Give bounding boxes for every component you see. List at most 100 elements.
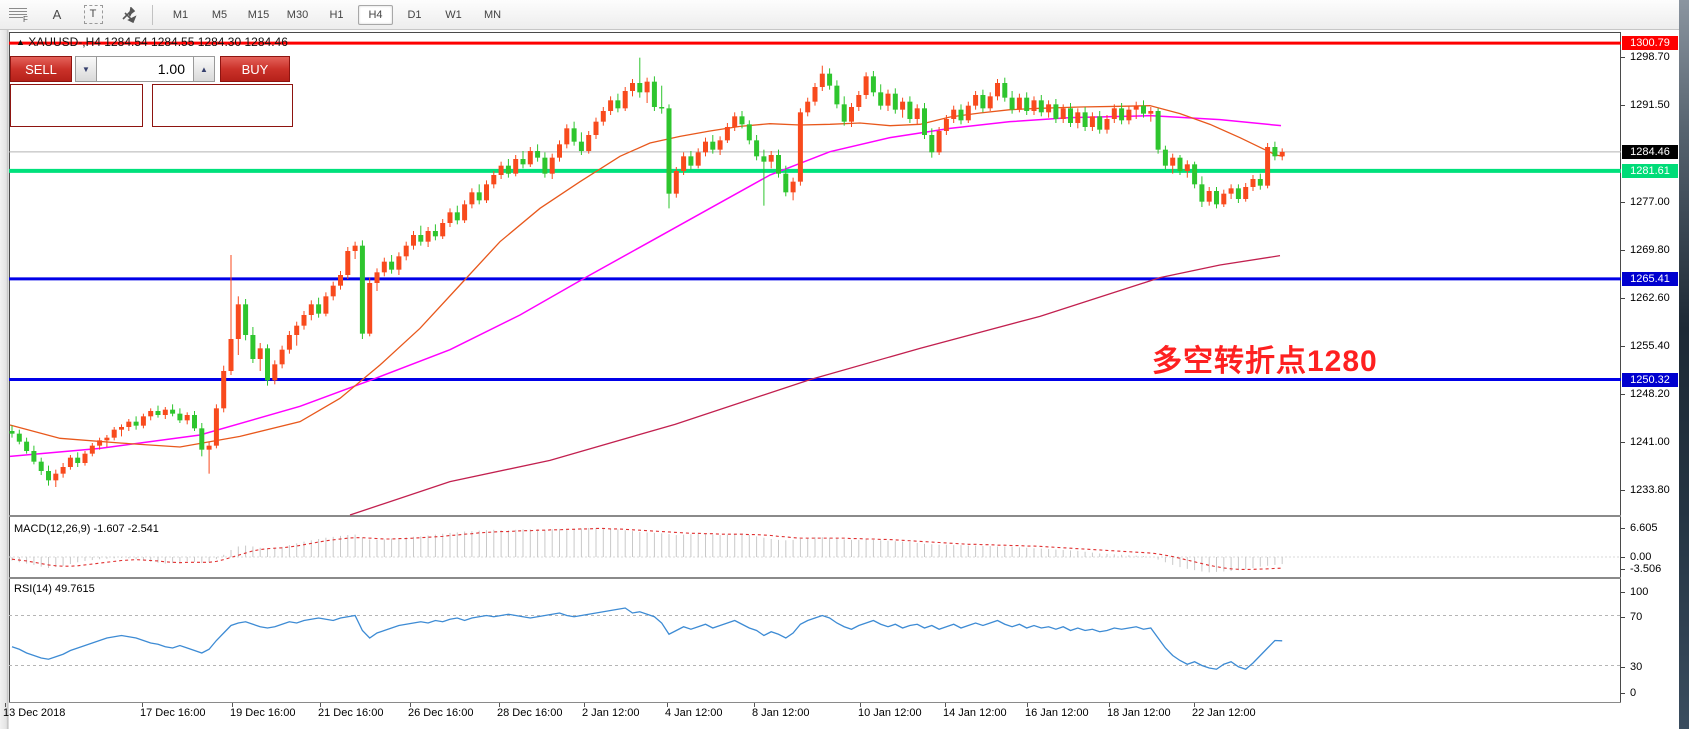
price-tick — [1621, 441, 1625, 443]
timeframe-button-h4[interactable]: H4 — [358, 4, 393, 25]
timeframe-button-m1[interactable]: M1 — [172, 8, 189, 21]
price-tick-label: 1241.00 — [1630, 435, 1670, 448]
price-tick — [1621, 489, 1625, 491]
price-tick — [1621, 105, 1625, 106]
panel-separator-rsi[interactable] — [9, 577, 1621, 579]
svg-text:F: F — [23, 15, 28, 24]
sell-button[interactable]: SELL — [10, 56, 72, 82]
time-tick-label: 18 Jan 12:00 — [1107, 707, 1171, 719]
time-tick-label: 16 Jan 12:00 — [1025, 707, 1089, 719]
timeframe-button-mn[interactable]: MN — [483, 8, 502, 21]
window-left-frame — [0, 30, 9, 729]
buy-button[interactable]: BUY — [220, 56, 290, 82]
time-tick — [1027, 703, 1028, 707]
one-click-trade-panel: SELL ▼ ▲ BUY 1284 45 1284 87 — [10, 56, 294, 127]
timeframe-button-m5[interactable]: M5 — [211, 8, 228, 21]
rsi-scale-tick — [1621, 693, 1625, 694]
cursor-arrows-icon[interactable]: ▾ — [116, 3, 142, 27]
volume-decrement-button[interactable]: ▼ — [75, 56, 97, 82]
time-tick-label: 2 Jan 12:00 — [582, 707, 640, 719]
price-tick-label: 1248.20 — [1630, 387, 1670, 400]
time-tick — [499, 703, 500, 707]
price-badge: 1250.32 — [1622, 372, 1678, 387]
rsi-label: RSI(14) 49.7615 — [14, 583, 95, 595]
time-tick-label: 26 Dec 16:00 — [408, 707, 474, 719]
macd-scale-label: 0.00 — [1630, 551, 1652, 563]
chart-annotation-text: 多空转折点1280 — [1152, 345, 1378, 378]
toolbar-grip-icon[interactable]: F — [6, 3, 32, 27]
price-tick — [1621, 249, 1625, 251]
price-tick — [1621, 345, 1625, 347]
rsi-scale-tick — [1621, 667, 1625, 668]
buy-price-button[interactable]: 1284 87 — [152, 84, 293, 127]
time-tick — [5, 703, 6, 707]
time-tick — [232, 703, 233, 707]
price-tick-label: 1291.50 — [1630, 99, 1670, 111]
timeframe-button-m30[interactable]: M30 — [286, 8, 309, 21]
time-tick-label: 4 Jan 12:00 — [665, 707, 723, 719]
price-tick-label: 1298.70 — [1630, 51, 1670, 63]
time-tick — [860, 703, 861, 707]
time-tick-label: 14 Jan 12:00 — [943, 707, 1007, 719]
macd-scale-tick — [1621, 569, 1625, 570]
macd-scale-tick — [1621, 557, 1625, 558]
ohlc-low: 1284.30 — [197, 35, 242, 49]
sell-price-button[interactable]: 1284 45 — [10, 84, 143, 127]
grip-dots-icon: F — [9, 7, 28, 24]
time-tick — [142, 703, 143, 707]
time-tick — [1194, 703, 1195, 707]
time-tick-label: 21 Dec 16:00 — [318, 707, 384, 719]
time-tick-label: 8 Jan 12:00 — [752, 707, 810, 719]
rsi-scale-label: 0 — [1630, 687, 1637, 699]
rsi-scale-tick — [1621, 592, 1625, 593]
desktop-edge-strip — [1679, 0, 1689, 729]
time-tick — [945, 703, 946, 707]
rsi-scale-tick — [1621, 617, 1625, 618]
rsi-scale-label: 100 — [1630, 586, 1649, 598]
time-tick-label: 10 Jan 12:00 — [858, 707, 922, 719]
price-tick — [1621, 201, 1625, 203]
timeframe-button-d1[interactable]: D1 — [407, 8, 422, 21]
panel-separator-macd[interactable] — [9, 515, 1621, 517]
sell-price-base: 1284 — [36, 99, 74, 118]
volume-increment-button[interactable]: ▲ — [193, 56, 215, 82]
arrows-glyph-icon — [122, 6, 137, 23]
timeframe-button-w1[interactable]: W1 — [445, 8, 462, 21]
panel-separator-time — [9, 702, 1621, 703]
time-tick — [1109, 703, 1110, 707]
price-badge: 1300.79 — [1622, 36, 1678, 51]
macd-scale-tick — [1621, 528, 1625, 529]
macd-scale-label: 6.605 — [1630, 522, 1658, 534]
time-tick-label: 13 Dec 2018 — [3, 707, 66, 719]
price-badge: 1281.61 — [1622, 163, 1678, 178]
main-chart-canvas[interactable] — [9, 30, 1621, 516]
price-tick-label: 1277.00 — [1630, 195, 1670, 208]
time-tick-label: 22 Jan 12:00 — [1192, 707, 1256, 719]
time-tick-label: 19 Dec 16:00 — [230, 707, 296, 719]
price-badge: 1284.46 — [1622, 144, 1678, 159]
time-tick — [320, 703, 321, 707]
macd-label: MACD(12,26,9) -1.607 -2.541 — [14, 523, 159, 535]
time-tick-label: 17 Dec 16:00 — [140, 707, 206, 719]
text-box-icon[interactable]: T — [80, 3, 106, 27]
rsi-panel-canvas[interactable] — [9, 579, 1621, 703]
rsi-scale-label: 70 — [1630, 611, 1643, 623]
macd-panel-canvas[interactable] — [9, 517, 1621, 577]
ohlc-open: 1284.54 — [104, 35, 148, 49]
timeframe-button-m15[interactable]: M15 — [247, 8, 270, 21]
time-tick — [410, 703, 411, 707]
price-tick-label: 1262.60 — [1630, 291, 1670, 304]
time-tick-label: 28 Dec 16:00 — [497, 707, 563, 719]
symbol-ohlc-bar: ▲ XAUUSD-,H4 1284.54 1284.55 1284.30 128… — [16, 35, 288, 49]
price-badge: 1265.41 — [1622, 271, 1678, 286]
price-tick-label: 1255.40 — [1630, 339, 1670, 352]
timeframe-group: M1 M5 M15 M30 H1 H4 D1 W1 MN — [161, 4, 512, 25]
ohlc-high: 1284.55 — [151, 35, 195, 49]
sell-price-pips: 45 — [75, 85, 117, 126]
timeframe-button-h1[interactable]: H1 — [329, 8, 344, 21]
text-label-icon[interactable]: A — [52, 7, 62, 22]
price-tick-label: 1233.80 — [1630, 483, 1670, 496]
volume-input[interactable] — [97, 56, 193, 82]
time-tick — [754, 703, 755, 707]
